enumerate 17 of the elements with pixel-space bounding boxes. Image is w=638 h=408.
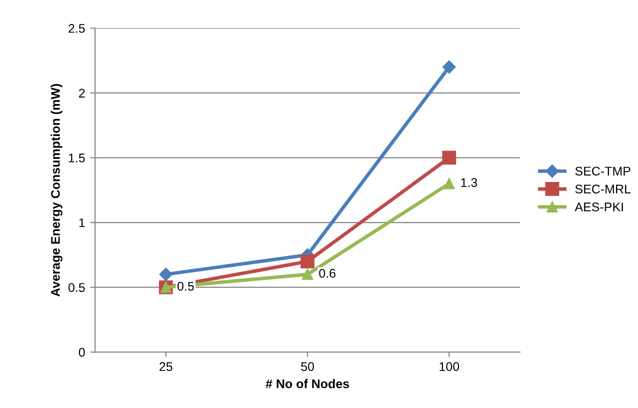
legend-label: SEC-TMP bbox=[575, 166, 630, 176]
x-axis-title: # No of Nodes bbox=[266, 379, 350, 388]
y-tick-label: 1 bbox=[79, 218, 85, 228]
x-tick-label: 50 bbox=[301, 362, 314, 372]
y-tick-label: 2.5 bbox=[68, 24, 85, 33]
y-tick-label: 2 bbox=[79, 88, 85, 98]
legend-label: SEC-MRL bbox=[575, 184, 631, 194]
y-axis-title: Average Energy Consumption (mW) bbox=[50, 84, 62, 297]
data-label: 1.3 bbox=[461, 178, 478, 188]
x-tick-label: 100 bbox=[440, 362, 460, 372]
y-tick-label: 0 bbox=[78, 348, 85, 357]
y-tick-label: 0.5 bbox=[68, 283, 85, 292]
data-label: 0.6 bbox=[319, 268, 336, 278]
y-tick-label: 1.5 bbox=[68, 154, 85, 162]
x-tick-label: 25 bbox=[160, 362, 172, 372]
data-label: 0.5 bbox=[177, 282, 194, 291]
legend-label: AES-PKI bbox=[574, 202, 623, 212]
